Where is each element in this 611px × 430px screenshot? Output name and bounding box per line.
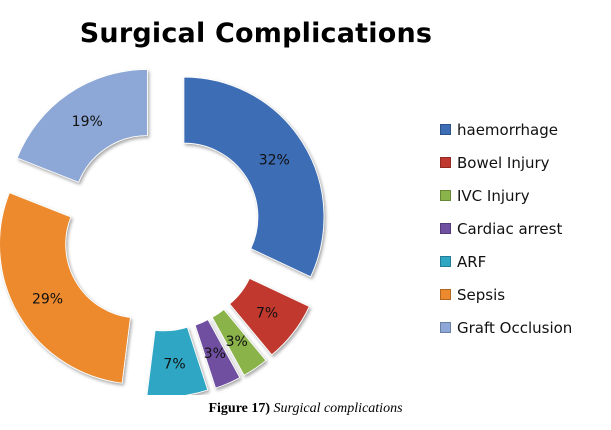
slice-haemorrhage [183,76,325,278]
legend-label: Bowel Injury [457,153,550,172]
legend-label: Cardiac arrest [457,219,563,238]
legend-label: haemorrhage [457,120,558,139]
legend-swatch [440,223,451,234]
legend: haemorrhage Bowel Injury IVC Injury Cardiac… [440,113,605,344]
slice-label-arf: 7% [163,356,185,372]
slice-ivc-injury [211,308,267,376]
legend-item-sepsis: Sepsis [440,278,605,311]
legend-swatch [440,190,451,201]
legend-item-arf: ARF [440,245,605,278]
slice-arf [146,326,209,395]
legend-item-cardiac-arrest: Cardiac arrest [440,212,605,245]
chart-area: Surgical Complications 32% 7% 3% 3% 7% 29% 19%… [0,18,605,395]
legend-label: IVC Injury [457,186,530,205]
slice-graft-occlusion [16,69,148,183]
legend-item-bowel-injury: Bowel Injury [440,146,605,179]
caption-text: Surgical complications [273,401,403,416]
figure-caption: Figure 17) Surgical complications [0,401,611,417]
slice-labels-group: 32% 7% 3%3% 7% 29% 19% [32,114,290,372]
legend-swatch [440,157,451,168]
donut-chart: 32% 7% 3%3% 7% 29% 19% [0,69,325,395]
slice-sepsis [0,192,131,384]
legend-label: Graft Occlusion [457,318,573,337]
legend-swatch [440,256,451,267]
legend-swatch [440,289,451,300]
legend-item-haemorrhage: haemorrhage [440,113,605,146]
legend-item-ivc-injury: IVC Injury [440,179,605,212]
legend-label: Sepsis [457,285,506,304]
slices-group [0,69,325,395]
caption-label: Figure 17) [208,401,271,416]
chart-title: Surgical Complications [79,18,433,49]
legend-swatch [440,322,451,333]
slice-cardiac-arrest [194,319,241,389]
slice-label-ivc-injury: 3% [226,334,248,350]
slice-bowel-injury [229,277,310,356]
slice-label-bowel-injury: 7% [256,306,278,322]
legend-item-graft-occlusion: Graft Occlusion [440,311,605,344]
legend-label: ARF [457,252,487,271]
slice-label-cardiac-arrest: 3% [204,346,226,362]
slice-label-sepsis: 29% [32,292,63,308]
slice-label-haemorrhage: 32% [259,153,290,169]
slice-label-graft-occlusion: 19% [72,114,103,130]
legend-swatch [440,124,451,135]
